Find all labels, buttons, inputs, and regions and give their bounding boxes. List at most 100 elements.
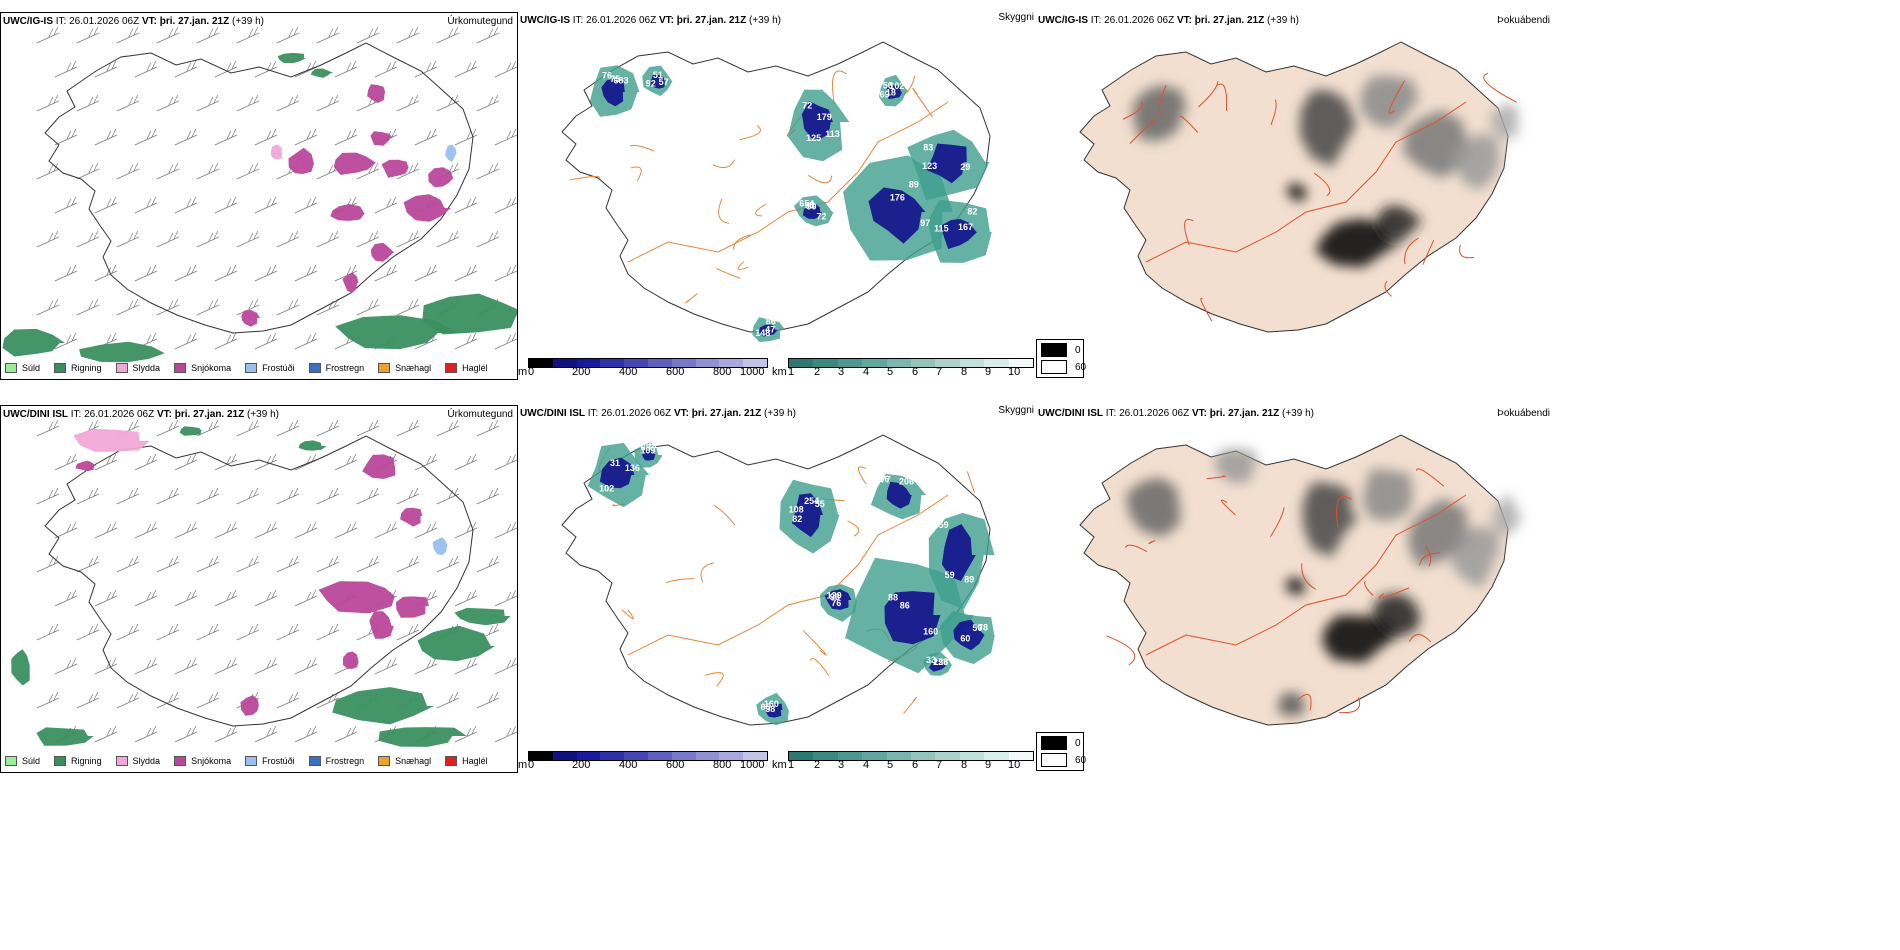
precip-area	[378, 727, 467, 747]
ceiling-value: 102	[599, 483, 614, 493]
panel-label: Skyggni	[998, 12, 1034, 23]
precip-area	[318, 581, 395, 614]
ceiling-value: 160	[923, 626, 938, 636]
ceiling-value: 136	[625, 463, 640, 473]
panel-label: Þokuábendi	[1497, 15, 1550, 26]
panel-title: UWC/IG-IS IT: 26.01.2026 06Z VT: þri. 27…	[1038, 15, 1299, 26]
precip-area	[422, 293, 517, 335]
iceland-outline	[561, 434, 991, 726]
legend-drizzle: Súld	[5, 363, 40, 373]
cloud-area-high	[765, 703, 783, 718]
fog-map-bottom	[1079, 434, 1523, 726]
panel-title: UWC/IG-IS IT: 26.01.2026 06Z VT: þri. 27…	[3, 16, 264, 27]
precip-area	[395, 596, 429, 618]
legend-freezing-rain: Frostregn	[308, 756, 364, 766]
fog-area	[1450, 526, 1500, 589]
ceiling-value: 31	[610, 458, 620, 468]
ceiling-values: 108 76 76 160 59 78 136 92 160 258 55 77 96 88 59 60 31 6…	[599, 440, 988, 714]
road-network	[1106, 468, 1467, 714]
fog-area	[1360, 75, 1420, 129]
panel-label: Úrkomutegund	[447, 409, 513, 420]
legend-freezing-drizzle: Frostúði	[245, 363, 295, 373]
cloud-area-high	[599, 457, 635, 489]
cloud-area-high	[884, 591, 941, 645]
precip-area	[75, 460, 97, 472]
cloud-panel-bottom: 108 76 76 160 59 78 136 92 160 258 55 77 96 88 59 60 31 6…	[518, 405, 1036, 773]
fog-area	[1321, 615, 1400, 663]
fog-area	[1299, 90, 1358, 167]
precip-area	[332, 687, 435, 725]
ceiling-value: 654	[799, 199, 814, 209]
iceland-outline	[44, 435, 474, 727]
panel-label: Þokuábendi	[1497, 408, 1550, 419]
fog-legend-bottom: 0 60	[1036, 732, 1086, 771]
legend-graupel: Snæhagl	[378, 756, 431, 766]
legend-hail: Haglél	[445, 363, 488, 373]
cloud-area-high	[649, 73, 665, 89]
ceiling-value: 82	[792, 514, 802, 524]
cloud-area-high	[824, 589, 852, 610]
cloud-map-top: 72 56 72 97 29 115 683 92 86 113 69 654 89 83 82 75 51 14…	[561, 41, 992, 343]
cloud-area-high	[886, 481, 912, 509]
cloud-area-high	[926, 143, 967, 184]
wind-barbs	[36, 26, 517, 350]
cloud-area-high	[601, 78, 625, 107]
precip-area	[369, 611, 394, 639]
panel-title: UWC/DINI ISL IT: 26.01.2026 06Z VT: þri.…	[1038, 408, 1314, 419]
ceiling-value: 53	[805, 201, 815, 211]
ceiling-value: 69	[880, 90, 890, 100]
precip-area	[370, 131, 393, 146]
ceiling-value: 89	[909, 179, 919, 189]
fog-area	[1125, 477, 1181, 538]
legend-rain: Rigning	[54, 756, 102, 766]
precip-area	[298, 440, 327, 451]
ceiling-value: 96	[830, 592, 840, 602]
legend-sleet: Slydda	[115, 756, 160, 766]
ceiling-value: 55	[815, 499, 825, 509]
cloud-area-high	[868, 187, 926, 244]
precip-type-legend: Súld Rigning Slydda Snjókoma Frostúði Fr…	[5, 756, 502, 766]
precip-area	[381, 159, 409, 178]
ceiling-value: 88	[888, 593, 898, 603]
wind-barbs	[36, 419, 517, 743]
precip-area	[342, 272, 359, 293]
panel-label: Skyggni	[998, 405, 1034, 416]
precip-area	[417, 625, 496, 662]
ceiling-value: 33	[926, 655, 936, 665]
ceiling-value: 115	[934, 223, 949, 233]
ceiling-value: 160	[764, 699, 779, 709]
visibility-colorbar-bottom: km 1 2 3 4 5 6 7 8 9 10	[772, 749, 1034, 773]
road-network	[598, 447, 976, 714]
legend-freezing-drizzle: Frostúði	[245, 756, 295, 766]
ceiling-value: 76	[831, 598, 841, 608]
ceiling-value: 86	[900, 601, 910, 611]
precip-area	[432, 537, 448, 556]
precip-area	[240, 695, 259, 716]
fog-legend-top: 0 60	[1036, 339, 1086, 378]
cloud-panel-top: 72 56 72 97 29 115 683 92 86 113 69 654 89 83 82 75 51 14…	[518, 12, 1036, 380]
precip-area	[403, 194, 451, 222]
ceiling-value: 59	[939, 520, 949, 530]
ceiling-value: 167	[958, 222, 973, 232]
height-colorbar-bottom: m 0 200 400 600 800 1000	[518, 749, 768, 773]
ceiling-value: 92	[649, 440, 659, 450]
ceiling-value: 109	[640, 445, 655, 455]
legend-graupel: Snæhagl	[378, 363, 431, 373]
precip-area	[367, 84, 386, 103]
ceiling-value: 60	[960, 633, 970, 643]
ceiling-value: 72	[816, 212, 826, 222]
precip-area	[179, 426, 202, 436]
fog-area	[1362, 468, 1414, 521]
ceiling-value: 123	[933, 657, 948, 667]
ceiling-value: 176	[890, 192, 905, 202]
legend-snow: Snjókoma	[174, 363, 231, 373]
cloud-area-high	[641, 448, 656, 461]
precip-area	[2, 328, 66, 357]
cloud-area-high	[941, 524, 976, 581]
fog-map-top	[1079, 41, 1518, 333]
legend-sleet: Slydda	[115, 363, 160, 373]
panel-title: UWC/DINI ISL IT: 26.01.2026 06Z VT: þri.…	[520, 408, 796, 419]
ceiling-value: 47	[765, 324, 775, 334]
precip-areas	[2, 52, 517, 363]
precip-area	[333, 152, 377, 175]
